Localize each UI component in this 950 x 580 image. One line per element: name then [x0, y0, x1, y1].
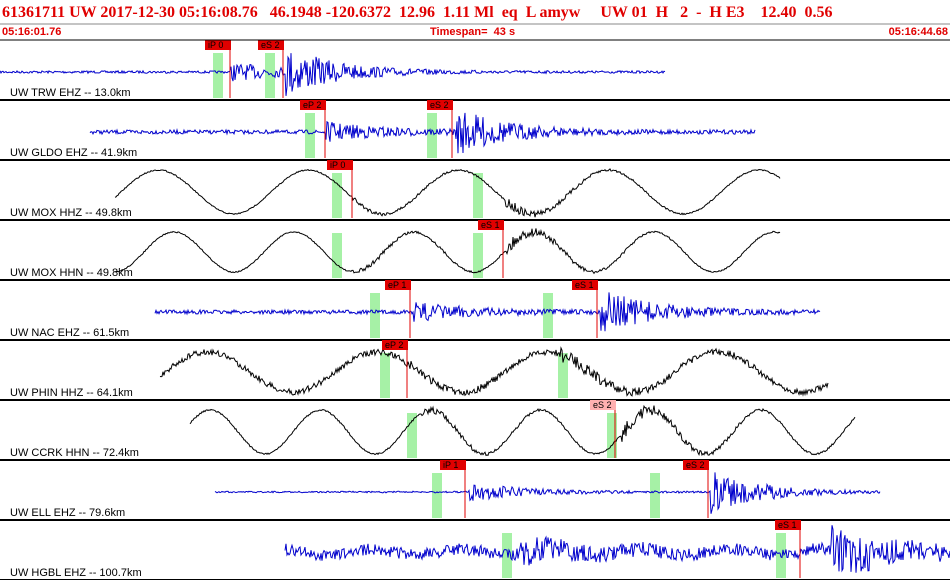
pick-label: eS 2: [593, 400, 612, 410]
pick-window: [432, 473, 442, 518]
pick-flag: [258, 40, 284, 50]
pick-flag: [775, 520, 801, 530]
pick-label: eS 1: [481, 220, 500, 230]
pick-window: [650, 473, 660, 518]
pick-window: [473, 233, 483, 278]
pick-label: eP 2: [303, 100, 321, 110]
pick-label: eS 1: [778, 520, 797, 530]
pick-flag: [382, 340, 408, 350]
pick-flag: [440, 460, 466, 470]
pick-window: [332, 233, 342, 278]
trace-label: UW MOX HHZ -- 49.8km: [10, 207, 132, 219]
pick-label: eS 1: [575, 280, 594, 290]
pick-flag: [385, 280, 411, 290]
trace-label: UW TRW EHZ -- 13.0km: [10, 87, 131, 99]
pick-window: [265, 53, 275, 98]
trace-label: UW MOX HHN -- 49.8km: [10, 267, 133, 279]
pick-label: eP 1: [388, 280, 406, 290]
pick-flag: [427, 100, 453, 110]
pick-window: [473, 173, 483, 218]
trace-label: UW CCRK HHN -- 72.4km: [10, 447, 139, 459]
pick-flag: [683, 460, 709, 470]
trace-label: UW HGBL EHZ -- 100.7km: [10, 567, 142, 579]
waveform: [154, 292, 821, 332]
trace-label: UW ELL EHZ -- 79.6km: [10, 507, 125, 519]
pick-window: [407, 413, 417, 458]
pick-label: eS 2: [686, 460, 705, 470]
pick-window: [332, 173, 342, 218]
waveform: [214, 472, 881, 514]
pick-flag: [205, 40, 231, 50]
pick-label: eS 2: [430, 100, 449, 110]
start-time: 05:16:01.76: [2, 26, 61, 38]
pick-window: [558, 353, 568, 398]
waveform: [159, 346, 829, 397]
pick-window: [427, 113, 437, 158]
pick-flag: [572, 280, 598, 290]
pick-label: eS 2: [261, 40, 280, 50]
pick-label: iP 0: [208, 40, 223, 50]
trace-label: UW PHIN HHZ -- 64.1km: [10, 387, 133, 399]
pick-window: [305, 113, 315, 158]
waveform: [0, 53, 666, 96]
pick-label: eP 2: [385, 340, 403, 350]
pick-label: iP 1: [443, 460, 458, 470]
waveform: [189, 404, 856, 457]
pick-window: [543, 293, 553, 338]
pick-window: [380, 353, 390, 398]
pick-window: [370, 293, 380, 338]
end-time: 05:16:44.68: [889, 26, 948, 38]
waveform: [284, 525, 950, 573]
pick-flag: [300, 100, 326, 110]
pick-flag: [590, 400, 616, 410]
pick-window: [213, 53, 223, 98]
waveform: [114, 228, 781, 275]
waveform: [89, 112, 756, 154]
pick-window: [607, 413, 617, 458]
pick-label: iP 0: [330, 160, 345, 170]
waveform: [114, 168, 781, 218]
pick-window: [502, 533, 512, 578]
pick-flag: [478, 220, 504, 230]
event-title: 61361711 UW 2017-12-30 05:16:08.76 46.19…: [2, 4, 833, 21]
timespan: Timespan= 43 s: [430, 26, 515, 38]
trace-label: UW GLDO EHZ -- 41.9km: [10, 147, 137, 159]
trace-label: UW NAC EHZ -- 61.5km: [10, 327, 129, 339]
pick-flag: [327, 160, 353, 170]
